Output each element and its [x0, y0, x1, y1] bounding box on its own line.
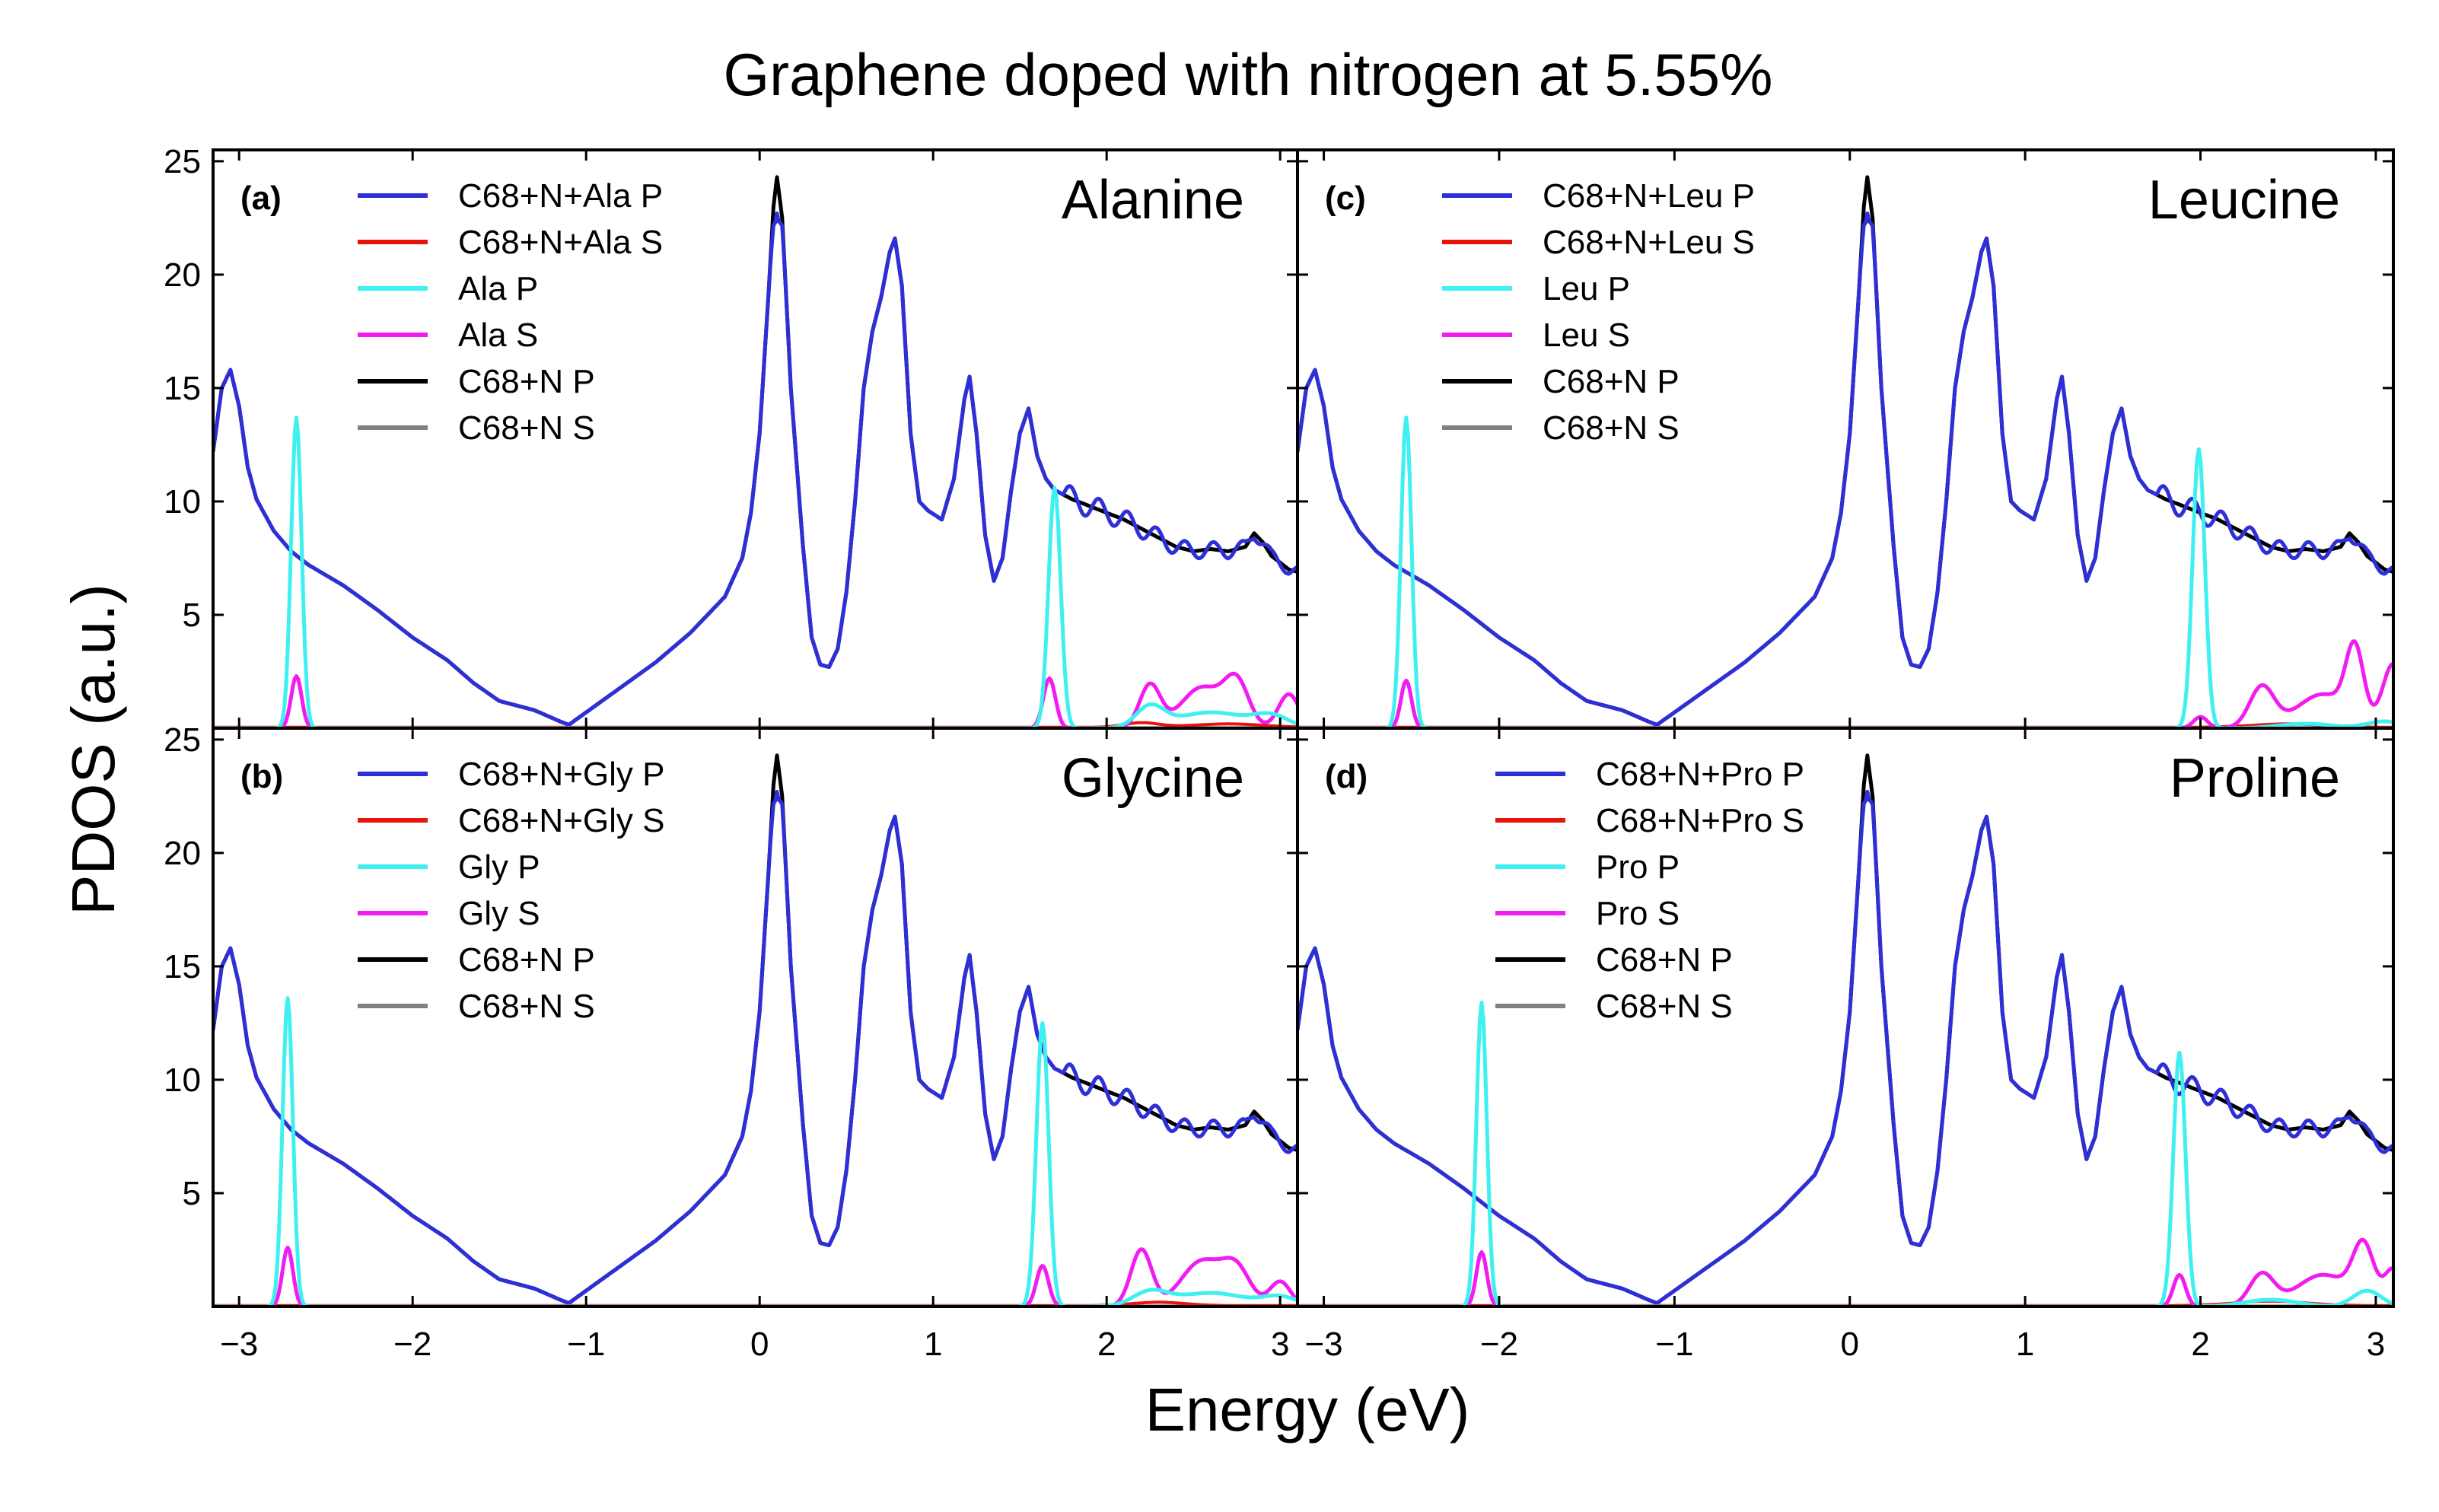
panel-letter: (b) [240, 758, 283, 795]
panel-frame [1296, 148, 2395, 730]
x-tick-label: 1 [2016, 1326, 2034, 1363]
y-tick-label: 5 [183, 597, 201, 634]
x-tick-label: −3 [220, 1326, 258, 1363]
plot-area [1298, 753, 2393, 1307]
complex-p-line [1298, 790, 2393, 1305]
figure-title: Graphene doped with nitrogen at 5.55% [724, 41, 1773, 108]
legend-entry: C68+N P [1596, 941, 1733, 979]
x-tick-label: −1 [1655, 1326, 1693, 1363]
x-tick-label: 3 [1271, 1326, 1289, 1363]
x-tick-label: 3 [2367, 1326, 2385, 1363]
amino-p-line [213, 996, 1298, 1307]
complex-p-line [213, 212, 1298, 727]
legend-entry: Ala S [458, 317, 538, 354]
legend-entry: C68+N S [458, 409, 595, 447]
panel-frame [212, 148, 1299, 730]
legend-entry: C68+N+Gly S [458, 802, 664, 839]
y-tick-label: 25 [164, 143, 201, 180]
legend-entry: C68+N P [1543, 363, 1680, 400]
panel-letter: (c) [1325, 180, 1366, 217]
legend-entry: Gly S [458, 895, 540, 932]
legend-entry: C68+N S [1596, 988, 1733, 1025]
legend-entry: Gly P [458, 848, 540, 886]
legend: C68+N+Gly P C68+N+Gly S Gly P Gly S C68+N P C… [358, 756, 664, 1025]
legend-entry: C68+N S [1543, 409, 1680, 447]
legend: C68+N+Pro P C68+N+Pro S Pro P Pro S C68+N P C… [1495, 756, 1804, 1025]
legend-entry: C68+N+Gly P [458, 756, 664, 793]
panel-title: Leucine [2148, 170, 2340, 231]
panel-title: Alanine [1062, 170, 1244, 231]
legend-entry: C68+N P [458, 363, 595, 400]
legend-entry: C68+N+Leu P [1543, 177, 1755, 215]
legend-entry: C68+N+Pro P [1596, 756, 1804, 793]
x-tick-label: 2 [2191, 1326, 2209, 1363]
amino-p-line [213, 415, 1298, 728]
panel-glycine: −3 −2 −1 0 1 2 3 5 10 15 20 25 (b) Glycine C68+N+Gly P… [164, 721, 1299, 1363]
legend-entry: C68+N+Ala S [458, 224, 663, 261]
legend-entry: C68+N+Leu S [1543, 224, 1755, 261]
pristine-p-line [213, 753, 1298, 1305]
x-tick-label: 0 [1841, 1326, 1859, 1363]
plot-area [1298, 175, 2393, 728]
panel-leucine: (c) Leucine C68+N+Leu P C68+N+Leu S Leu P Leu… [1296, 148, 2395, 730]
pristine-p-line [1298, 753, 2393, 1305]
x-tick-label: −2 [1480, 1326, 1518, 1363]
legend-entry: C68+N S [458, 988, 595, 1025]
pristine-p-line [213, 175, 1298, 727]
plot-area [213, 753, 1298, 1307]
pristine-p-line [1298, 175, 2393, 727]
amino-s-line [213, 671, 1298, 728]
x-tick-label: 2 [1097, 1326, 1116, 1363]
legend-entry: C68+N P [458, 941, 595, 979]
panel-letter: (d) [1325, 758, 1368, 795]
y-tick-label: 10 [164, 1062, 201, 1099]
panel-title: Glycine [1062, 748, 1244, 809]
legend-entry: Ala P [458, 270, 538, 307]
y-tick-label: 25 [164, 721, 201, 759]
legend-entry: Pro S [1596, 895, 1680, 932]
legend-entry: Leu P [1543, 270, 1630, 307]
x-tick-label: −2 [393, 1326, 431, 1363]
y-tick-label: 20 [164, 256, 201, 294]
amino-s-line [1298, 1237, 2393, 1307]
x-tick-label: −1 [567, 1326, 605, 1363]
amino-s-line [1298, 639, 2393, 728]
panel-frame [212, 727, 1299, 1308]
x-axis-label: Energy (eV) [1145, 1376, 1470, 1444]
plot-area [213, 175, 1298, 728]
legend: C68+N+Ala P C68+N+Ala S Ala P Ala S C68+N P C… [358, 177, 663, 447]
complex-p-line [213, 790, 1298, 1305]
panel-frame [1296, 727, 2395, 1308]
legend-entry: C68+N+Pro S [1596, 802, 1804, 839]
panel-title: Proline [2170, 748, 2340, 809]
y-tick-label: 5 [183, 1175, 201, 1212]
panel-letter: (a) [240, 180, 282, 217]
x-tick-label: 0 [750, 1326, 769, 1363]
y-tick-label: 15 [164, 948, 201, 985]
y-axis-label: PDOS (a.u.) [59, 584, 127, 915]
x-tick-label: −3 [1304, 1326, 1342, 1363]
y-tick-label: 20 [164, 835, 201, 872]
amino-p-line [1298, 415, 2393, 728]
y-tick-label: 15 [164, 370, 201, 407]
legend-entry: Pro P [1596, 848, 1680, 886]
x-tick-label: 1 [924, 1326, 942, 1363]
y-tick-label: 10 [164, 483, 201, 520]
complex-p-line [1298, 212, 2393, 727]
legend: C68+N+Leu P C68+N+Leu S Leu P Leu S C68+N P C… [1442, 177, 1755, 447]
legend-entry: C68+N+Ala P [458, 177, 663, 215]
legend-entry: Leu S [1543, 317, 1630, 354]
